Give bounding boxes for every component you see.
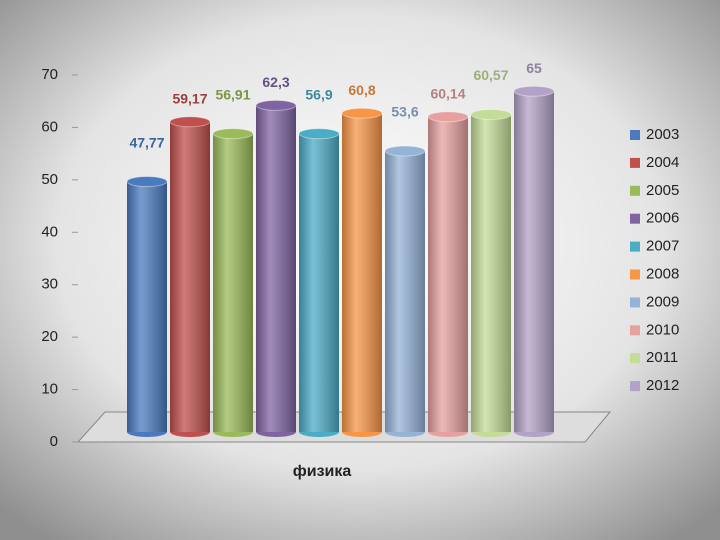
value-label: 53,6 bbox=[391, 104, 418, 120]
legend-swatch bbox=[630, 157, 640, 168]
legend-swatch bbox=[630, 241, 640, 252]
legend-label: 2003 bbox=[646, 126, 679, 143]
bar-shade bbox=[213, 133, 253, 432]
bar-cap bbox=[513, 85, 555, 97]
legend-label: 2006 bbox=[646, 210, 679, 227]
legend-swatch bbox=[630, 325, 640, 336]
value-label: 62,3 bbox=[262, 74, 289, 90]
legend-swatch bbox=[630, 297, 640, 308]
bar-cap bbox=[298, 128, 340, 140]
value-label: 60,14 bbox=[430, 85, 465, 101]
x-tick-label: физика bbox=[293, 463, 352, 480]
value-label: 56,9 bbox=[305, 86, 332, 102]
bar-shade bbox=[342, 113, 382, 432]
legend-swatch bbox=[630, 213, 640, 224]
bar-cap bbox=[212, 128, 254, 140]
y-tick-label: 50 bbox=[41, 171, 58, 188]
legend-swatch bbox=[630, 269, 640, 280]
value-label: 65 bbox=[526, 60, 542, 76]
y-tick-label: 10 bbox=[41, 381, 58, 398]
y-tick-label: 20 bbox=[41, 328, 58, 345]
legend-label: 2008 bbox=[646, 265, 679, 282]
y-tick-label: 60 bbox=[41, 118, 58, 135]
bar-shade bbox=[514, 91, 554, 432]
legend-label: 2011 bbox=[646, 349, 678, 366]
bar-shade bbox=[127, 181, 167, 432]
value-label: 60,8 bbox=[348, 82, 375, 98]
y-tick-label: 0 bbox=[50, 433, 58, 450]
value-label: 47,77 bbox=[129, 134, 164, 150]
bar-cap bbox=[384, 145, 426, 157]
y-tick-label: 70 bbox=[41, 66, 58, 83]
bar-cap bbox=[470, 108, 512, 120]
bar-shade bbox=[256, 105, 296, 433]
bar-shade bbox=[385, 150, 425, 433]
legend-swatch bbox=[630, 381, 640, 392]
legend-label: 2012 bbox=[646, 377, 679, 394]
bar-shade bbox=[170, 121, 210, 432]
bar-shade bbox=[299, 133, 339, 432]
legend-swatch bbox=[630, 185, 640, 196]
legend-label: 2007 bbox=[646, 238, 679, 255]
legend-label: 2005 bbox=[646, 182, 679, 199]
legend-label: 2010 bbox=[646, 321, 679, 338]
value-label: 60,57 bbox=[473, 67, 508, 83]
value-label: 59,17 bbox=[172, 90, 207, 106]
legend-label: 2009 bbox=[646, 293, 679, 310]
legend-label: 2004 bbox=[646, 154, 679, 171]
bar-cap bbox=[341, 107, 383, 119]
bar-cap bbox=[169, 116, 211, 128]
y-tick-label: 30 bbox=[41, 276, 58, 293]
bar-cap bbox=[255, 99, 297, 111]
bar-shade bbox=[471, 114, 511, 433]
bar-cap bbox=[126, 176, 168, 188]
bar-shade bbox=[428, 116, 468, 432]
legend-swatch bbox=[630, 130, 640, 140]
legend-swatch bbox=[630, 353, 640, 364]
y-tick-label: 40 bbox=[41, 223, 58, 240]
bar-cap bbox=[427, 111, 469, 123]
value-label: 56,91 bbox=[215, 86, 250, 102]
